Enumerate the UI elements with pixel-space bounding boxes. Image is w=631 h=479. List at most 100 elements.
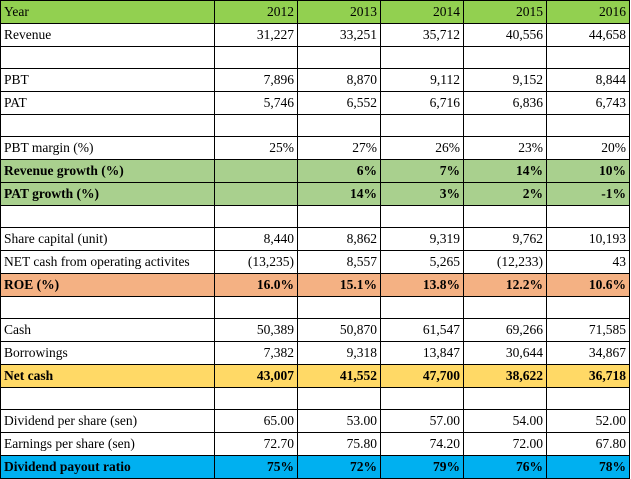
value-cell[interactable]: 31,227 [214, 23, 298, 47]
value-cell[interactable]: 14% [297, 182, 381, 206]
empty-cell[interactable] [463, 387, 547, 410]
empty-cell[interactable] [214, 296, 298, 319]
value-cell[interactable]: 41,552 [297, 364, 381, 388]
value-cell[interactable]: 9,319 [380, 227, 464, 251]
empty-cell[interactable] [546, 114, 630, 137]
empty-cell[interactable] [546, 387, 630, 410]
value-cell[interactable]: 2% [463, 182, 547, 206]
value-cell[interactable]: 8,862 [297, 227, 381, 251]
value-cell[interactable]: 72.70 [214, 432, 298, 456]
empty-cell[interactable] [463, 46, 547, 69]
empty-cell[interactable] [297, 46, 381, 69]
value-cell[interactable]: 10,193 [546, 227, 630, 251]
value-cell[interactable]: 20% [546, 136, 630, 160]
value-cell[interactable]: 50,389 [214, 318, 298, 342]
value-cell[interactable]: 10.6% [546, 273, 630, 297]
empty-cell[interactable] [380, 296, 464, 319]
row-label-cell[interactable]: Borrowings [0, 341, 215, 365]
empty-cell[interactable] [214, 205, 298, 228]
value-cell[interactable]: 33,251 [297, 23, 381, 47]
value-cell[interactable]: 13,847 [380, 341, 464, 365]
value-cell[interactable]: 69,266 [463, 318, 547, 342]
value-cell[interactable] [214, 182, 298, 206]
row-label-cell[interactable]: PBT margin (%) [0, 136, 215, 160]
value-cell[interactable]: 6,836 [463, 91, 547, 115]
empty-cell[interactable] [546, 46, 630, 69]
value-cell[interactable]: 6,716 [380, 91, 464, 115]
row-label-cell[interactable]: NET cash from operating activites [0, 250, 215, 274]
empty-cell[interactable] [546, 296, 630, 319]
value-cell[interactable]: 52.00 [546, 409, 630, 433]
value-cell[interactable]: 30,644 [463, 341, 547, 365]
value-cell[interactable]: 67.80 [546, 432, 630, 456]
value-cell[interactable]: 8,844 [546, 68, 630, 92]
value-cell[interactable]: 5,265 [380, 250, 464, 274]
value-cell[interactable]: 36,718 [546, 364, 630, 388]
value-cell[interactable]: 76% [463, 455, 547, 479]
value-cell[interactable]: 61,547 [380, 318, 464, 342]
value-cell[interactable]: 16.0% [214, 273, 298, 297]
value-cell[interactable]: 8,870 [297, 68, 381, 92]
year-cell[interactable]: 2013 [297, 0, 381, 24]
value-cell[interactable]: 79% [380, 455, 464, 479]
value-cell[interactable]: 43 [546, 250, 630, 274]
value-cell[interactable]: 8,440 [214, 227, 298, 251]
empty-cell[interactable] [380, 387, 464, 410]
row-label-cell[interactable]: Revenue [0, 23, 215, 47]
value-cell[interactable]: 53.00 [297, 409, 381, 433]
empty-cell[interactable] [214, 387, 298, 410]
value-cell[interactable]: 14% [463, 159, 547, 183]
value-cell[interactable]: 13.8% [380, 273, 464, 297]
value-cell[interactable]: 71,585 [546, 318, 630, 342]
value-cell[interactable]: 34,867 [546, 341, 630, 365]
value-cell[interactable]: 26% [380, 136, 464, 160]
empty-cell[interactable] [297, 114, 381, 137]
value-cell[interactable]: -1% [546, 182, 630, 206]
value-cell[interactable]: 43,007 [214, 364, 298, 388]
value-cell[interactable]: 72.00 [463, 432, 547, 456]
row-label-cell[interactable]: Dividend per share (sen) [0, 409, 215, 433]
empty-cell[interactable] [0, 114, 215, 137]
value-cell[interactable]: 9,762 [463, 227, 547, 251]
value-cell[interactable]: 57.00 [380, 409, 464, 433]
value-cell[interactable]: 7,896 [214, 68, 298, 92]
empty-cell[interactable] [463, 296, 547, 319]
value-cell[interactable] [214, 159, 298, 183]
year-cell[interactable]: 2014 [380, 0, 464, 24]
value-cell[interactable]: 8,557 [297, 250, 381, 274]
empty-cell[interactable] [0, 46, 215, 69]
value-cell[interactable]: 6,552 [297, 91, 381, 115]
empty-cell[interactable] [546, 205, 630, 228]
value-cell[interactable]: 10% [546, 159, 630, 183]
empty-cell[interactable] [380, 114, 464, 137]
row-label-cell[interactable]: Share capital (unit) [0, 227, 215, 251]
value-cell[interactable]: 25% [214, 136, 298, 160]
value-cell[interactable]: 7,382 [214, 341, 298, 365]
value-cell[interactable]: 50,870 [297, 318, 381, 342]
value-cell[interactable]: 9,318 [297, 341, 381, 365]
empty-cell[interactable] [297, 296, 381, 319]
value-cell[interactable]: 78% [546, 455, 630, 479]
year-cell[interactable]: 2016 [546, 0, 630, 24]
value-cell[interactable]: 6% [297, 159, 381, 183]
row-label-cell[interactable]: Revenue growth (%) [0, 159, 215, 183]
row-label-cell[interactable]: PBT [0, 68, 215, 92]
empty-cell[interactable] [214, 46, 298, 69]
value-cell[interactable]: 54.00 [463, 409, 547, 433]
value-cell[interactable]: 9,112 [380, 68, 464, 92]
value-cell[interactable]: 75% [214, 455, 298, 479]
row-label-cell[interactable]: Earnings per share (sen) [0, 432, 215, 456]
empty-cell[interactable] [0, 205, 215, 228]
value-cell[interactable]: (13,235) [214, 250, 298, 274]
empty-cell[interactable] [0, 387, 215, 410]
value-cell[interactable]: 75.80 [297, 432, 381, 456]
value-cell[interactable]: (12,233) [463, 250, 547, 274]
year-cell[interactable]: 2015 [463, 0, 547, 24]
value-cell[interactable]: 40,556 [463, 23, 547, 47]
empty-cell[interactable] [0, 296, 215, 319]
value-cell[interactable]: 3% [380, 182, 464, 206]
value-cell[interactable]: 15.1% [297, 273, 381, 297]
value-cell[interactable]: 7% [380, 159, 464, 183]
row-label-cell[interactable]: Dividend payout ratio [0, 455, 215, 479]
value-cell[interactable]: 47,700 [380, 364, 464, 388]
